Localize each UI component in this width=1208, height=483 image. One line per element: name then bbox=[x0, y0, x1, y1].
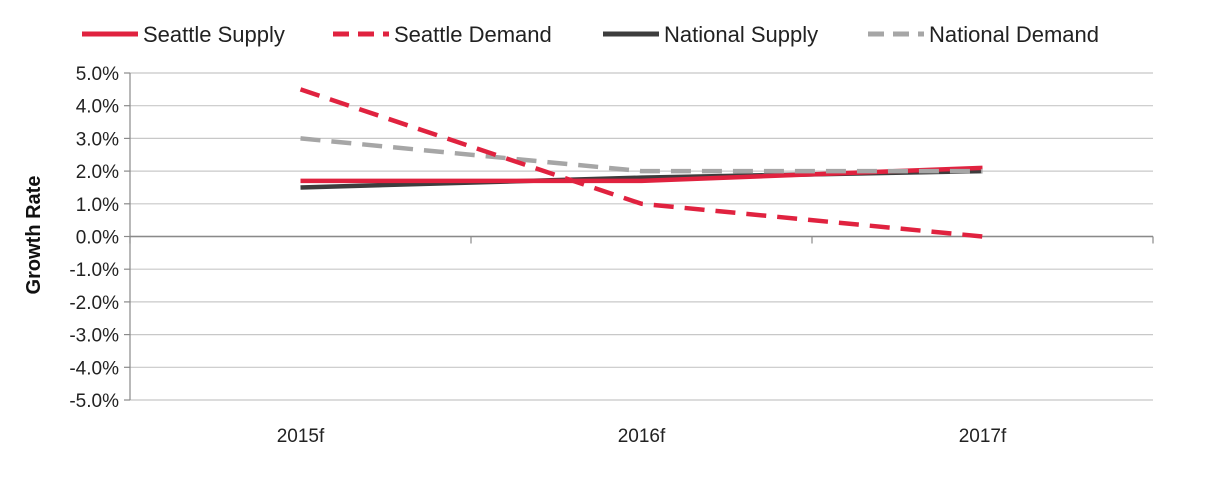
y-tick-label: -1.0% bbox=[69, 260, 119, 281]
y-tick-label: 3.0% bbox=[76, 129, 119, 150]
legend-label: National Supply bbox=[664, 22, 818, 47]
series-line-national-demand bbox=[300, 136, 983, 174]
x-tick-label: 2017f bbox=[959, 426, 1007, 447]
y-tick-label: 4.0% bbox=[76, 97, 119, 118]
y-axis-tick-labels: 5.0% 4.0% 3.0% 2.0% 1.0% 0.0% -1.0% -2.0% -3.0% -… bbox=[69, 64, 119, 412]
series-line-seattle-demand bbox=[299, 87, 983, 239]
y-axis-title: Growth Rate bbox=[23, 176, 45, 295]
legend-label: National Demand bbox=[929, 22, 1099, 47]
x-axis-tick-labels: 2015f 2016f 2017f bbox=[277, 426, 1007, 447]
legend-label: Seattle Demand bbox=[394, 22, 552, 47]
y-tick-label: -3.0% bbox=[69, 326, 119, 347]
y-tick-label: 1.0% bbox=[76, 195, 119, 216]
y-tick-label: -4.0% bbox=[69, 358, 119, 379]
axes bbox=[124, 72, 1154, 401]
x-tick-label: 2016f bbox=[618, 426, 666, 447]
y-tick-label: 2.0% bbox=[76, 162, 119, 183]
series-lines bbox=[299, 87, 983, 239]
y-tick-label: -2.0% bbox=[69, 293, 119, 314]
y-tick-label: 5.0% bbox=[76, 64, 119, 85]
y-tick-label: 0.0% bbox=[76, 228, 119, 249]
legend-label: Seattle Supply bbox=[143, 22, 285, 47]
legend: Seattle Supply Seattle Demand National Sup… bbox=[82, 22, 1099, 47]
x-tick-label: 2015f bbox=[277, 426, 325, 447]
y-tick-label: -5.0% bbox=[69, 391, 119, 412]
